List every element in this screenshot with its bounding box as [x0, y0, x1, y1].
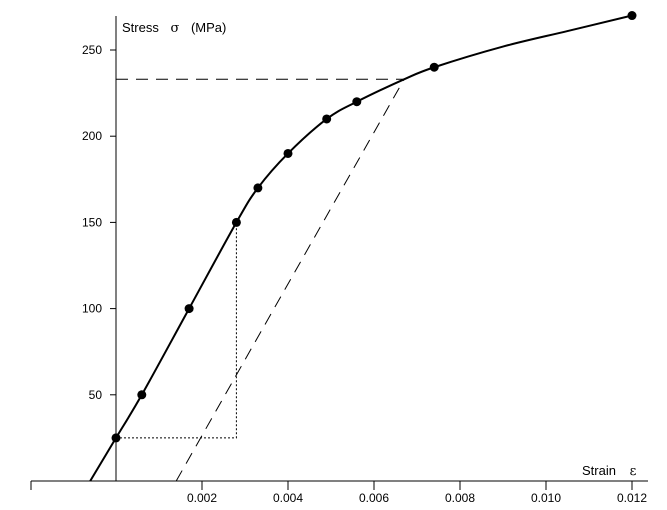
y-tick-label-3: 200: [82, 129, 102, 143]
y-axis-title: Stress: [122, 20, 159, 35]
data-point-9: [627, 11, 637, 21]
data-point-1: [137, 390, 147, 400]
dotted-construction-line: [116, 222, 237, 439]
y-tick-label-0: 50: [89, 388, 103, 402]
data-point-0: [111, 433, 121, 443]
x-tick-label-0: 0.002: [187, 491, 217, 505]
x-tick-label-2: 0.006: [359, 491, 389, 505]
data-point-6: [322, 114, 332, 124]
y-ticks: 50 100 150 200 250: [82, 43, 116, 402]
guide-lines: [116, 78, 405, 482]
data-series: [89, 11, 637, 482]
data-point-7: [352, 97, 362, 107]
offset-dashed-line: [175, 79, 405, 482]
y-tick-label-4: 250: [82, 43, 102, 57]
data-point-2: [184, 304, 194, 314]
stress-strain-curve: [89, 14, 633, 482]
data-point-8: [429, 62, 439, 72]
x-tick-label-4: 0.010: [531, 491, 561, 505]
x-tick-label-5: 0.012: [617, 491, 647, 505]
axis-labels: Stress σ (MPa) Strain ε: [122, 20, 637, 479]
y-axis-unit: (MPa): [191, 20, 226, 35]
y-tick-label-2: 150: [82, 215, 102, 229]
data-point-5: [283, 148, 293, 158]
x-tick-label-1: 0.004: [273, 491, 303, 505]
data-point-3: [231, 217, 241, 227]
y-axis-label: Stress σ (MPa): [122, 20, 226, 36]
y-axis-symbol: σ: [170, 21, 179, 36]
x-axis-label: Strain ε: [582, 463, 637, 479]
x-tick-label-3: 0.008: [445, 491, 475, 505]
x-axis-symbol: ε: [630, 464, 637, 479]
axes: [30, 16, 648, 490]
x-axis-title: Strain: [582, 463, 616, 478]
x-ticks: 0.002 0.004 0.006 0.008 0.010 0.012: [187, 481, 647, 505]
y-tick-label-1: 100: [82, 302, 102, 316]
data-point-4: [253, 183, 263, 193]
